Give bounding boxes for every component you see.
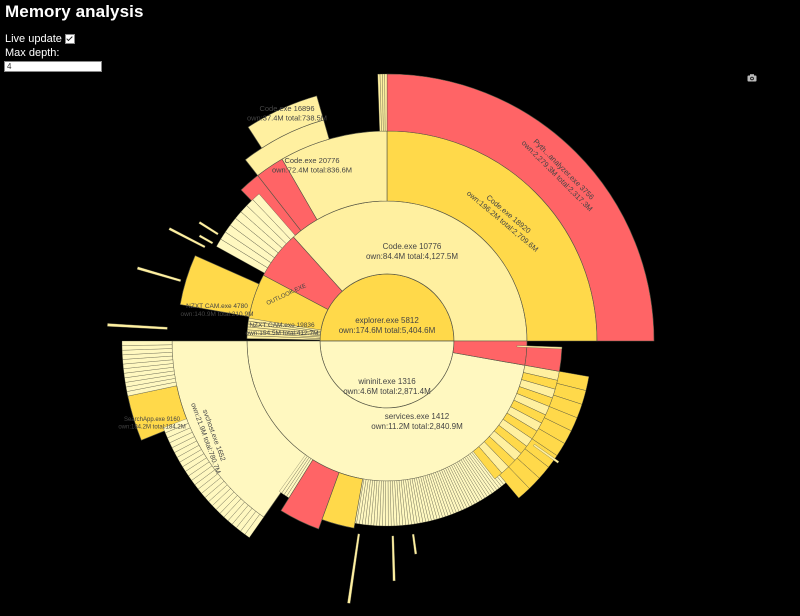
segment-label-line: wininit.exe 1316: [357, 377, 416, 386]
sunburst-segment-small[interactable]: [499, 466, 530, 499]
sunburst-segment-spike[interactable]: [107, 323, 168, 330]
sunburst-segment-small[interactable]: [121, 340, 173, 346]
sunburst-segment-code-16896-ext[interactable]: [247, 95, 324, 149]
sunburst-segment-spike[interactable]: [198, 221, 219, 236]
sunburst-label-code-10776: Code.exe 10776 own:84.4M total:4,127.5M: [366, 242, 458, 261]
sunburst-label-code-16896: Code.exe 16896 own:37.4M total:738.5M: [247, 104, 327, 122]
segment-label-line: Code.exe 10776: [383, 242, 442, 251]
segment-label-line: own:4.6M total:2,871.4M: [343, 387, 431, 396]
sunburst-segment-svc-med[interactable]: [321, 472, 364, 529]
sunburst-label-code-20776: Code.exe 20776 own:72.4M total:836.6M: [272, 156, 352, 174]
sunburst-segment-pyth-3756[interactable]: [386, 73, 655, 342]
segment-label-line: own:37.4M total:738.5M: [247, 113, 327, 122]
max-depth-input[interactable]: [4, 61, 102, 72]
segment-label-line: own:140.9M total:210.9M: [181, 311, 254, 318]
segment-label-line: Code.exe 16896: [259, 104, 314, 113]
sunburst-segment-small[interactable]: [384, 73, 388, 132]
sunburst-segment-spike[interactable]: [198, 234, 214, 245]
sunburst-label-nzxt-19836: NZXT CAM.exe 19836 own:154.5M total:412.7…: [246, 322, 319, 337]
segment-label-line: own:154.5M total:412.7M: [246, 330, 319, 337]
sunburst-segment-svc[interactable]: [279, 454, 308, 494]
live-update-control[interactable]: Live update: [5, 33, 75, 45]
sunburst-segment-spike[interactable]: [391, 535, 396, 582]
sunburst-segment-spike[interactable]: [168, 227, 206, 249]
segment-label-line: own:11.2M total:2,840.9M: [371, 422, 463, 431]
sunburst-label-services: services.exe 1412 own:11.2M total:2,840.9…: [371, 412, 463, 431]
camera-icon[interactable]: [747, 74, 757, 82]
sunburst-segment-spike[interactable]: [411, 533, 418, 555]
live-update-label: Live update: [5, 33, 62, 45]
sunburst-label-search: SearchApp.exe 9160 own:184.2M total:184.2…: [118, 417, 185, 431]
segment-label-line: NZXT CAM.exe 4780: [186, 303, 248, 310]
segment-label-line: NZXT CAM.exe 19836: [249, 322, 315, 329]
sunburst-label-explorer: explorer.exe 5812 own:174.6M total:5,404.…: [339, 316, 436, 335]
sunburst-segment-spike[interactable]: [533, 444, 560, 464]
segment-label-line: explorer.exe 5812: [355, 316, 419, 325]
live-update-checkbox[interactable]: [64, 34, 75, 44]
segment-label-line: own:84.4M total:4,127.5M: [366, 252, 458, 261]
sunburst-segment-spike[interactable]: [136, 266, 182, 282]
sunburst-segment-wininit-red2[interactable]: [524, 345, 563, 372]
sunburst-segment-spike[interactable]: [516, 345, 563, 350]
segment-label-line: own:184.2M total:184.2M: [118, 425, 185, 431]
segment-label-line: services.exe 1412: [385, 412, 450, 421]
page-title: Memory analysis: [5, 2, 144, 21]
segment-label-line: Code.exe 20776: [284, 156, 339, 165]
segment-label-line: own:174.6M total:5,404.6M: [339, 326, 436, 335]
segment-label-line: SearchApp.exe 9160: [124, 417, 181, 423]
sunburst-label-nzxt-4780: NZXT CAM.exe 4780 own:140.9M total:210.9M: [181, 303, 254, 318]
segment-label-line: own:72.4M total:836.6M: [272, 165, 352, 174]
sunburst-segment-small[interactable]: [248, 317, 322, 332]
sunburst-segment-small[interactable]: [252, 193, 296, 240]
sunburst-segment-small[interactable]: [163, 418, 189, 434]
sunburst-label-wininit: wininit.exe 1316 own:4.6M total:2,871.4M: [343, 377, 431, 396]
sunburst-segment-nzxt-4780[interactable]: [179, 255, 260, 318]
max-depth-label: Max depth:: [5, 47, 60, 59]
sunburst-segment-spike[interactable]: [347, 533, 361, 604]
